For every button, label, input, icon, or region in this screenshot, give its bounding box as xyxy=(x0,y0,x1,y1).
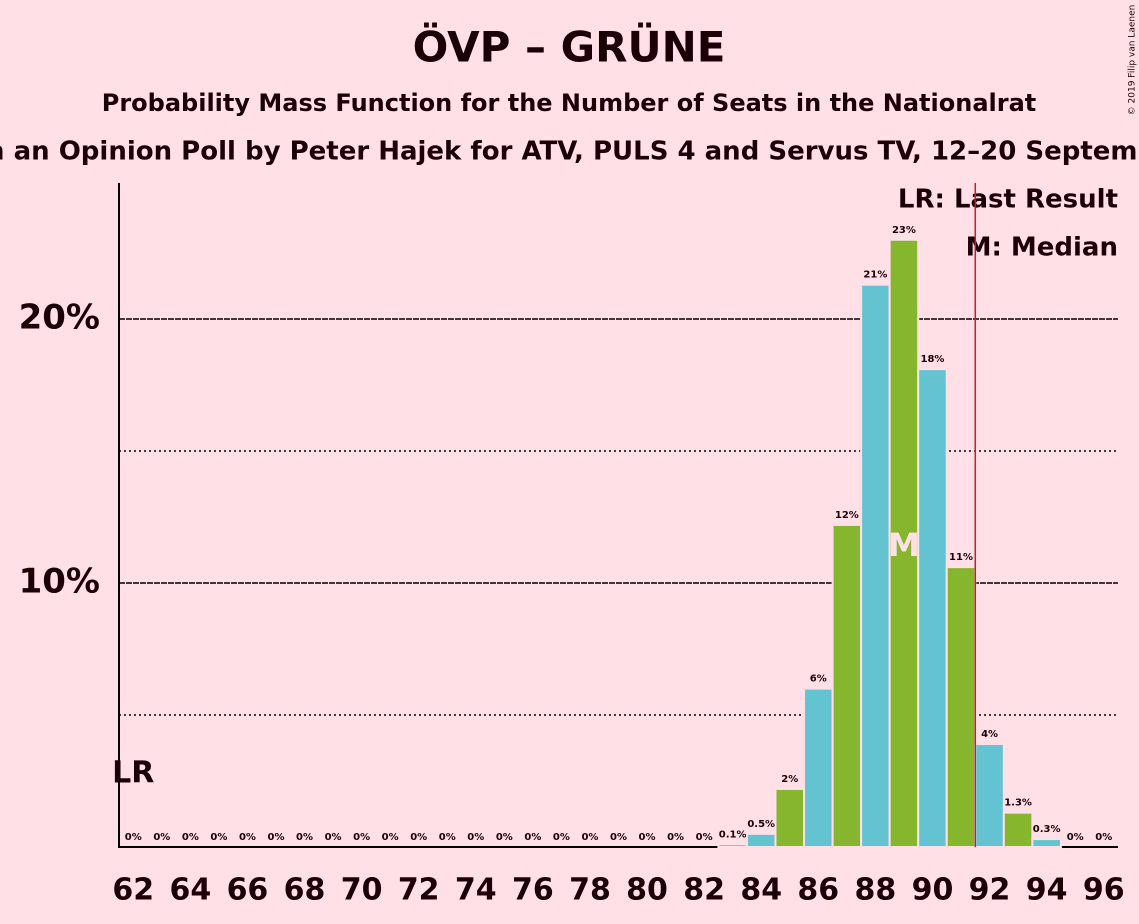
bar xyxy=(803,687,834,848)
x-tick-label: 84 xyxy=(740,873,782,908)
x-tick-label: 74 xyxy=(455,873,497,908)
y-tick-label: 20% xyxy=(19,297,100,337)
value-label: 0% xyxy=(125,832,142,843)
value-label: 0% xyxy=(610,832,627,843)
bar xyxy=(1002,811,1034,848)
chart-title: ÖVP – GRÜNE xyxy=(413,22,726,72)
value-label: 0% xyxy=(325,832,342,843)
bar xyxy=(917,368,948,848)
value-label: 0% xyxy=(524,832,541,843)
x-tick-label: 68 xyxy=(284,873,326,908)
value-label: 0% xyxy=(581,832,598,843)
bar xyxy=(774,787,806,849)
bar xyxy=(717,843,748,849)
chart-subtitle: Probability Mass Function for the Number… xyxy=(102,89,1037,117)
value-label: 0% xyxy=(496,832,513,843)
x-tick-label: 88 xyxy=(855,873,897,908)
bar xyxy=(860,283,891,848)
value-label: 6% xyxy=(810,674,827,685)
x-tick-label: 66 xyxy=(227,873,269,908)
x-tick-label: 62 xyxy=(112,873,154,908)
value-label: 4% xyxy=(981,729,998,740)
legend-entry: LR: Last Result xyxy=(898,185,1118,215)
value-label: 1.3% xyxy=(1004,798,1032,809)
x-tick-label: 72 xyxy=(398,873,440,908)
x-tick-label: 96 xyxy=(1083,873,1125,908)
y-tick-label: 10% xyxy=(19,561,100,601)
value-label: 0% xyxy=(1095,832,1112,843)
value-label: 0% xyxy=(696,832,713,843)
value-label: 0% xyxy=(553,832,570,843)
value-label: 23% xyxy=(892,225,916,236)
x-tick-label: 94 xyxy=(1026,873,1068,908)
value-label: 11% xyxy=(949,552,973,563)
x-tick-label: 82 xyxy=(683,873,725,908)
x-tick-label: 78 xyxy=(569,873,611,908)
value-label: 0% xyxy=(467,832,484,843)
last-result-label: LR xyxy=(112,756,154,791)
value-label: 0.5% xyxy=(747,819,775,830)
value-label: 0% xyxy=(382,832,399,843)
value-label: 18% xyxy=(921,354,945,365)
value-label: 0% xyxy=(1067,832,1084,843)
value-label: 0.3% xyxy=(1033,824,1061,835)
value-label: 0% xyxy=(296,832,313,843)
value-label: 0% xyxy=(639,832,656,843)
value-label: 0% xyxy=(239,832,256,843)
bar xyxy=(888,238,920,848)
value-label: 0% xyxy=(267,832,284,843)
x-tick-label: 64 xyxy=(169,873,211,908)
value-label: 0% xyxy=(353,832,370,843)
value-label: 21% xyxy=(863,270,887,281)
bar xyxy=(945,566,977,848)
bar xyxy=(974,743,1005,849)
median-label: M xyxy=(888,526,920,564)
x-tick-label: 70 xyxy=(341,873,383,908)
bar xyxy=(1031,838,1062,849)
x-tick-label: 92 xyxy=(969,873,1011,908)
bar xyxy=(745,832,777,848)
x-tick-label: 90 xyxy=(912,873,954,908)
value-label: 0% xyxy=(182,832,199,843)
bar xyxy=(831,523,863,848)
value-label: 0% xyxy=(439,832,456,843)
x-tick-label: 80 xyxy=(626,873,668,908)
value-label: 0% xyxy=(410,832,427,843)
x-tick-label: 86 xyxy=(797,873,839,908)
value-label: 12% xyxy=(835,510,859,521)
value-label: 0% xyxy=(667,832,684,843)
value-label: 0% xyxy=(210,832,227,843)
value-label: 0.1% xyxy=(719,829,747,840)
x-tick-label: 76 xyxy=(512,873,554,908)
chart-subtitle: Based on an Opinion Poll by Peter Hajek … xyxy=(0,137,1139,167)
credit: © 2019 Filip van Laenen xyxy=(1128,5,1138,116)
value-label: 0% xyxy=(153,832,170,843)
legend-entry: M: Median xyxy=(966,233,1118,263)
value-label: 2% xyxy=(781,774,798,785)
